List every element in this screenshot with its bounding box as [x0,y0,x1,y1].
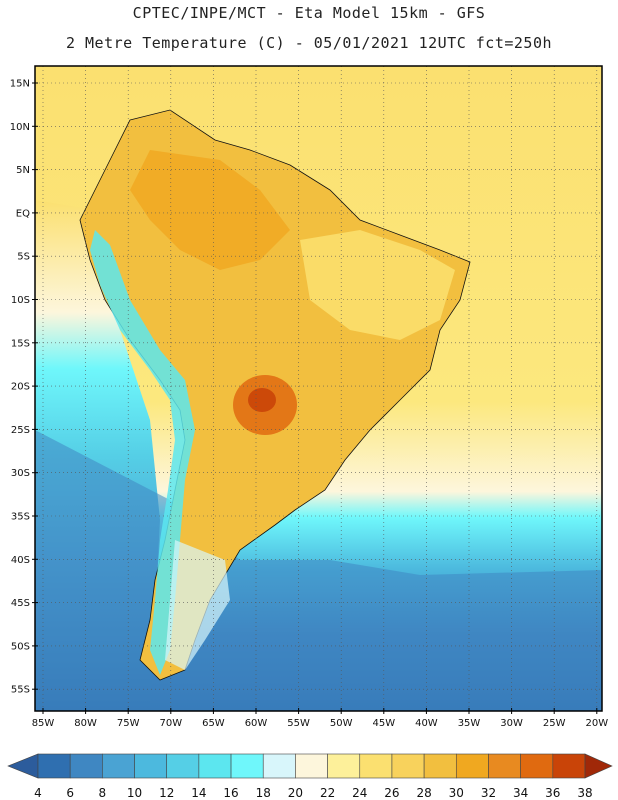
lat-label: 15S [11,338,30,349]
colorbar-label: 28 [416,786,431,800]
colorbar-swatch [102,753,135,779]
colorbar-label: 10 [127,786,142,800]
colorbar-swatch [520,753,554,779]
lon-label: 80W [74,718,97,729]
lon-label: 50W [330,718,353,729]
colorbar-label: 12 [159,786,174,800]
lon-label: 20W [585,718,608,729]
map-frame [34,65,603,712]
northeast-brazil-region [300,230,455,340]
colorbar-low-arrow [7,753,39,779]
lat-label: EQ [16,208,30,219]
chaco-core [248,388,276,412]
colorbar-swatch [488,753,521,779]
lat-label: 45S [11,598,30,609]
lon-label: 60W [245,718,268,729]
colorbar-swatch [134,753,168,779]
lat-label: 10N [10,122,30,133]
lon-label: 65W [202,718,225,729]
lat-label: 15N [10,79,30,90]
colorbar-swatch [552,753,586,779]
lat-label: 10S [11,295,30,306]
colorbar-label: 18 [256,786,271,800]
colorbar-label: 22 [320,786,335,800]
map-title-line2: 2 Metre Temperature (C) - 05/01/2021 12U… [65,34,553,52]
colorbar-swatch [69,753,103,779]
lon-label: 85W [32,718,55,729]
lat-label: 35S [11,512,30,523]
colorbar-high-arrow [584,753,613,779]
colorbar: 4 6 8 10 12 14 16 18 20 22 24 26 28 30 32 34 36 38 [7,753,613,800]
colorbar-label: 36 [545,786,560,800]
colorbar-swatch [327,753,361,779]
colorbar-swatch [230,753,264,779]
colorbar-label: 34 [513,786,528,800]
lat-label: 30S [11,468,30,479]
colorbar-label: 26 [384,786,399,800]
colorbar-label: 24 [352,786,367,800]
lon-label: 40W [415,718,438,729]
longitude-labels: 85W 80W 75W 70W 65W 60W 55W 50W 45W 40W 35W 30W 25W 2… [32,708,608,729]
lat-label: 40S [11,555,30,566]
colorbar-swatch [423,753,457,779]
colorbar-label: 4 [34,786,42,800]
graticule [35,66,602,711]
map-title-line1: CPTEC/INPE/MCT - Eta Model 15km - GFS [132,4,486,22]
lat-label: 5N [16,165,30,176]
colorbar-swatch [198,753,232,779]
colorbar-swatch [166,753,200,779]
colorbar-swatch [359,753,393,779]
lat-label: 25S [11,425,30,436]
lon-label: 75W [117,718,140,729]
lat-label: 5S [17,252,30,263]
lat-label: 55S [11,685,30,696]
colorbar-label: 6 [66,786,74,800]
lon-label: 25W [543,718,566,729]
amazon-warm-region [130,150,290,270]
lon-label: 70W [159,718,182,729]
lon-label: 35W [458,718,481,729]
colorbar-label: 20 [288,786,303,800]
patagonia-cool-region [165,540,230,670]
colorbar-label: 30 [449,786,464,800]
colorbar-swatch [262,753,296,779]
colorbar-swatch [37,753,71,779]
colorbar-label: 16 [223,786,238,800]
latitude-labels: 15N 10N 5N EQ 5S 10S 15S 20S 25S 30S 35S 40S 45S 50S 5… [10,79,38,696]
colorbar-label: 32 [481,786,496,800]
colorbar-swatch [295,753,328,779]
lat-label: 20S [11,382,30,393]
colorbar-swatch [455,753,489,779]
colorbar-label: 8 [99,786,107,800]
lon-label: 45W [372,718,395,729]
colorbar-label: 38 [577,786,592,800]
map-field [35,66,602,711]
lon-label: 30W [500,718,523,729]
lat-label: 50S [11,641,30,652]
colorbar-swatch [391,753,425,779]
andes-cool-strip [90,230,195,675]
colorbar-label: 14 [191,786,206,800]
lon-label: 55W [287,718,310,729]
